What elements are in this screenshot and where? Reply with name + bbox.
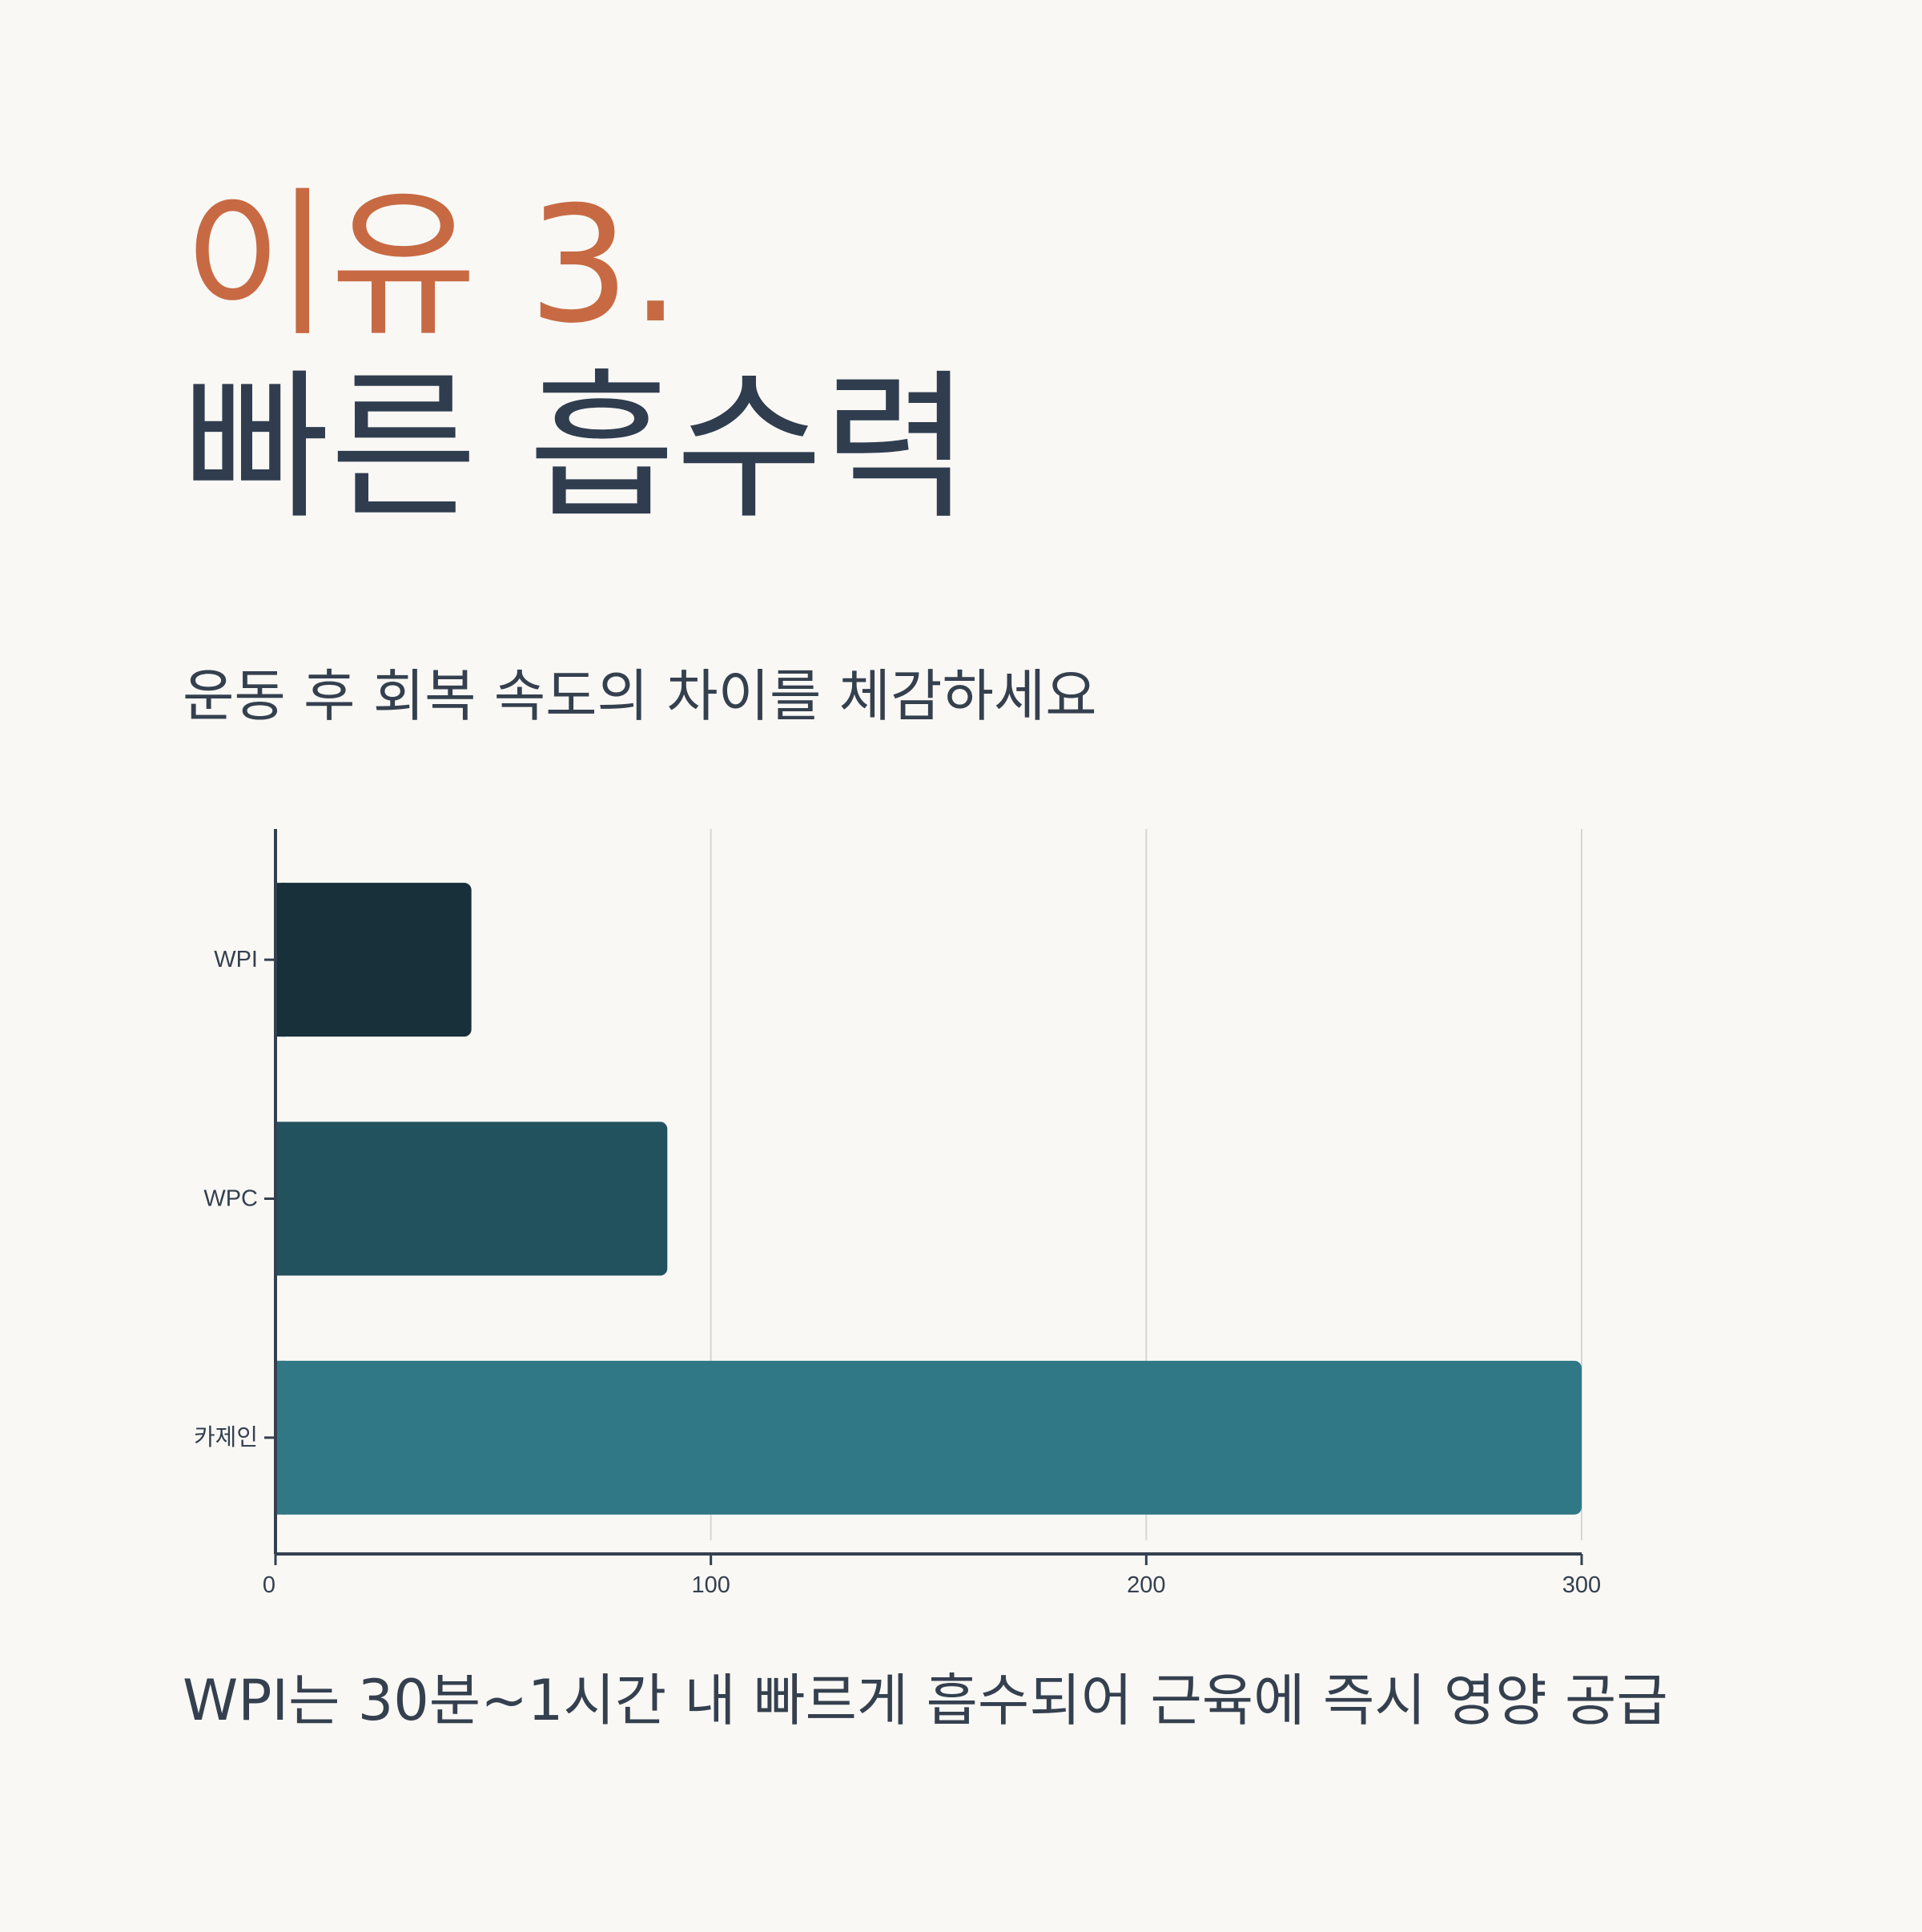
y-tick-label-1: WPC xyxy=(203,1186,258,1212)
bar-1 xyxy=(275,1121,668,1276)
bar-0-base xyxy=(275,883,285,1037)
bar-2-base xyxy=(275,1360,285,1515)
bar-2 xyxy=(275,1360,1582,1515)
y-ticks: WPI WPC 카제인 xyxy=(194,947,275,1451)
x-ticks: 0 100 200 300 xyxy=(263,1554,1601,1598)
subtitle: 운동 후 회복 속도의 차이를 체감하세요 xyxy=(183,663,1097,729)
footnote: WPI는 30분~1시간 내 빠르게 흡수되어 근육에 즉시 영양 공급 xyxy=(183,1668,1668,1733)
title-accent: 이유 3. xyxy=(183,172,682,359)
y-tick-label-0: WPI xyxy=(214,947,258,972)
x-tick-label-3: 300 xyxy=(1562,1572,1601,1598)
y-tick-label-2: 카제인 xyxy=(194,1425,258,1451)
axes xyxy=(274,829,1582,1556)
x-tick-label-1: 100 xyxy=(691,1572,730,1598)
x-tick-label-2: 200 xyxy=(1127,1572,1165,1598)
bars xyxy=(275,883,1582,1515)
bar-0 xyxy=(275,883,472,1037)
page-title: 빠른 흡수력 xyxy=(183,355,971,541)
x-tick-label-0: 0 xyxy=(263,1572,275,1598)
bar-1-base xyxy=(275,1121,285,1276)
